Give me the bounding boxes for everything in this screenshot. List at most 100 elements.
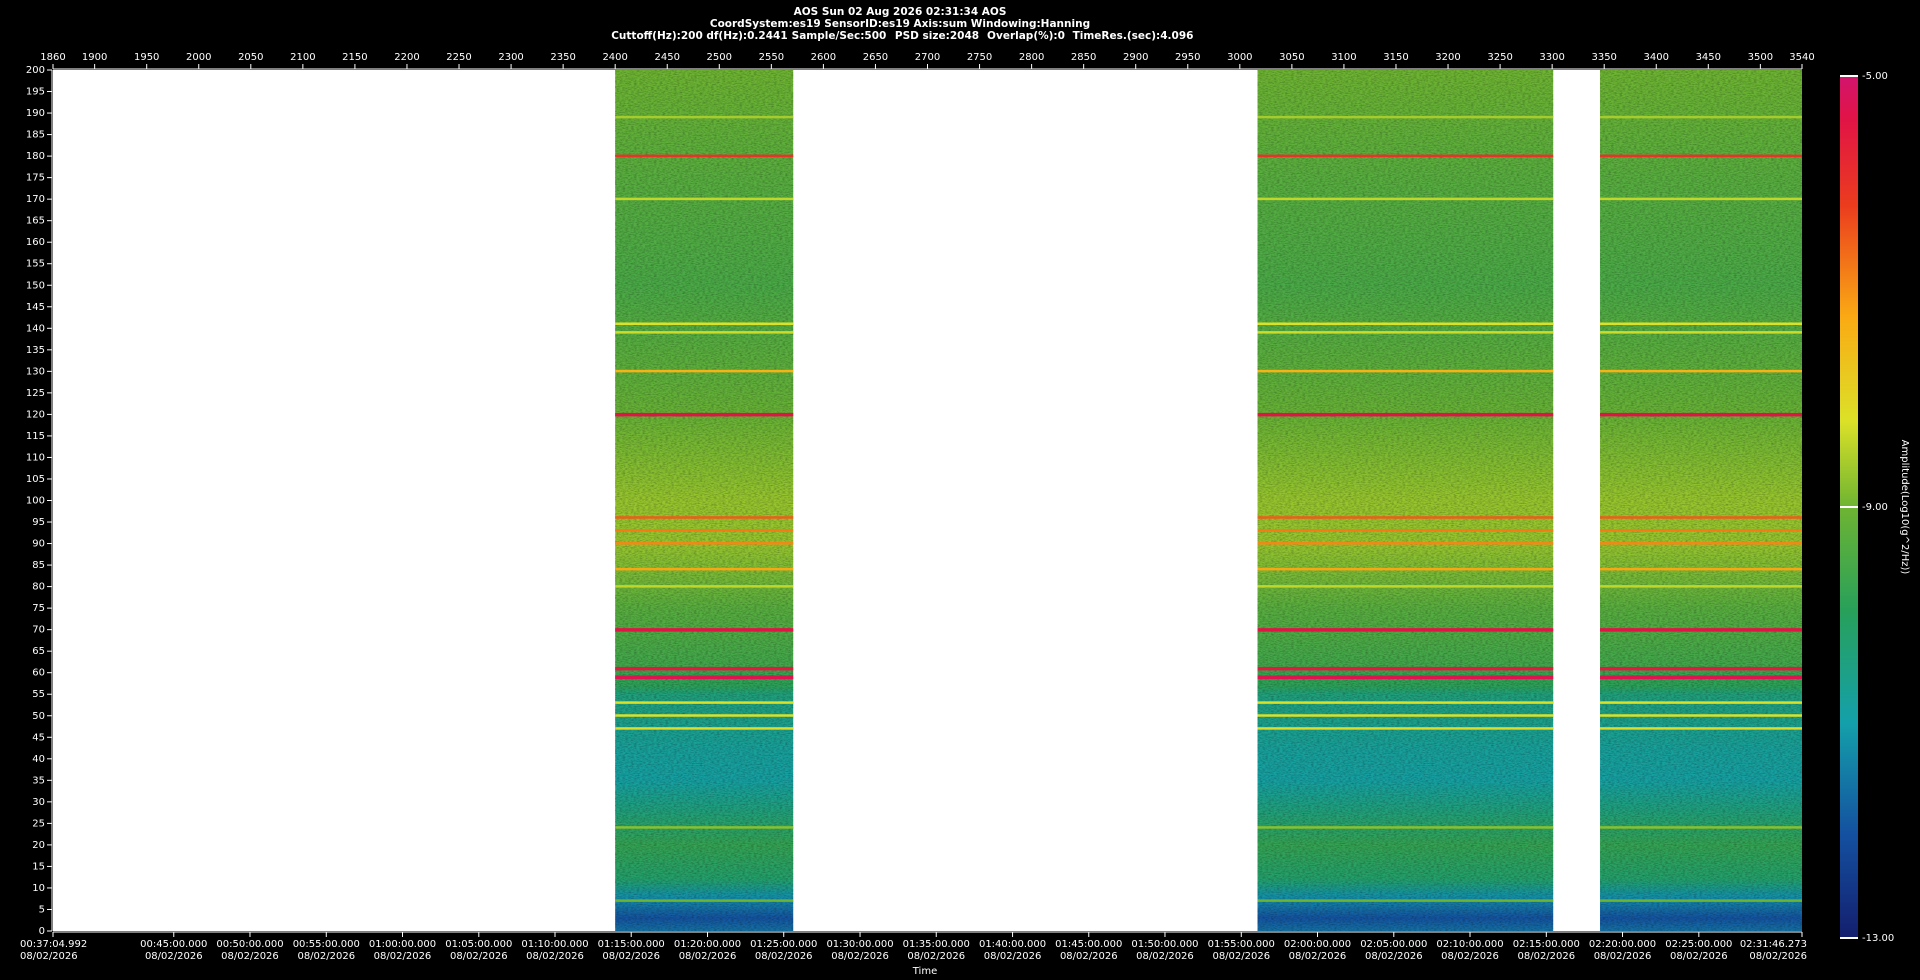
y-tick-label: 20	[32, 840, 45, 851]
tonal-line	[1257, 585, 1554, 588]
x-tick-label: 2500	[707, 52, 732, 63]
time-tick-label: 01:20:00.000	[674, 939, 741, 950]
x-tick-label: 3050	[1279, 52, 1304, 63]
y-tick-label: 95	[32, 517, 45, 528]
chart-title: AOS Sun 02 Aug 2026 02:31:34 AOS	[794, 6, 1007, 18]
time-tick-label: 02:10:00.000	[1436, 939, 1503, 950]
time-tick-date: 08/02/2026	[1517, 951, 1575, 962]
time-tick-label: 01:35:00.000	[903, 939, 970, 950]
y-tick-label: 70	[32, 625, 45, 636]
time-tick-date: 08/02/2026	[1060, 951, 1118, 962]
tonal-line	[1600, 675, 1802, 680]
x-axis-label: Time	[912, 966, 937, 977]
tonal-line	[615, 331, 794, 334]
time-tick-label: 00:50:00.000	[216, 939, 283, 950]
time-tick-date: 08/02/2026	[1365, 951, 1423, 962]
x-tick-label: 1860	[40, 52, 65, 63]
y-tick-label: 5	[39, 904, 45, 915]
time-tick-date: 08/02/2026	[907, 951, 965, 962]
y-tick-label: 0	[39, 926, 45, 937]
tonal-line	[1257, 826, 1554, 829]
y-tick-label: 15	[32, 861, 45, 872]
x-tick-label: 3540	[1789, 52, 1814, 63]
x-tick-label: 2250	[446, 52, 471, 63]
x-tick-label: 3400	[1644, 52, 1669, 63]
time-tick-label: 01:55:00.000	[1208, 939, 1275, 950]
info-text: TimeRes.(sec):4.096	[1073, 30, 1194, 42]
tonal-line	[1600, 516, 1802, 519]
tonal-line	[615, 542, 794, 545]
y-tick-label: 115	[26, 431, 45, 442]
time-tick-date: 08/02/2026	[1749, 951, 1807, 962]
time-tick-label: 02:05:00.000	[1360, 939, 1427, 950]
y-tick-label: 90	[32, 539, 45, 550]
y-tick-label: 150	[26, 280, 45, 291]
y-tick-label: 80	[32, 582, 45, 593]
tonal-line	[1257, 322, 1554, 325]
info-text: Overlap(%):0	[987, 30, 1065, 42]
x-tick-label: 2850	[1071, 52, 1096, 63]
tonal-line	[1257, 516, 1554, 519]
y-tick-label: 65	[32, 646, 45, 657]
time-tick-date: 08/02/2026	[450, 951, 508, 962]
time-tick-date: 08/02/2026	[1594, 951, 1652, 962]
y-tick-label: 135	[26, 345, 45, 356]
tonal-line	[1257, 899, 1554, 902]
time-tick-date: 08/02/2026	[374, 951, 432, 962]
tonal-line	[1600, 666, 1802, 671]
tonal-line	[615, 666, 794, 671]
tonal-line	[1257, 529, 1554, 532]
tonal-line	[1257, 701, 1554, 704]
x-tick-label: 1950	[134, 52, 159, 63]
time-tick-label: 01:05:00.000	[445, 939, 512, 950]
y-tick-label: 45	[32, 732, 45, 743]
x-tick-label: 2550	[759, 52, 784, 63]
colorbar-label: Amplitude(Log10(g^2/Hz))	[1899, 440, 1910, 575]
time-tick-date: 08/02/2026	[1289, 951, 1347, 962]
colorbar-tick-label: -9.00	[1862, 502, 1888, 513]
tonal-line	[615, 322, 794, 325]
x-tick-label: 2350	[550, 52, 575, 63]
time-tick-label: 01:10:00.000	[521, 939, 588, 950]
time-tick-label: 01:00:00.000	[369, 939, 436, 950]
y-tick-label: 195	[26, 87, 45, 98]
x-tick-label: 2150	[342, 52, 367, 63]
spectrogram-texture	[1600, 70, 1802, 931]
y-tick-label: 190	[26, 108, 45, 119]
tonal-line	[615, 516, 794, 519]
tonal-line	[1257, 154, 1554, 158]
info-text: df(Hz):0.2441	[706, 30, 787, 42]
tonal-line	[615, 369, 794, 373]
x-tick-label: 2100	[290, 52, 315, 63]
x-tick-label: 2300	[498, 52, 523, 63]
x-tick-label: 3500	[1748, 52, 1773, 63]
y-tick-label: 200	[26, 65, 45, 76]
y-tick-label: 170	[26, 194, 45, 205]
time-tick-date: 08/02/2026	[1441, 951, 1499, 962]
time-tick-label: 01:50:00.000	[1131, 939, 1198, 950]
y-tick-label: 35	[32, 775, 45, 786]
time-tick-date: 08/02/2026	[297, 951, 355, 962]
time-tick-label: 01:30:00.000	[826, 939, 893, 950]
tonal-line	[1600, 585, 1802, 588]
time-tick-label: 02:25:00.000	[1665, 939, 1732, 950]
y-tick-label: 40	[32, 754, 45, 765]
x-tick-label: 3350	[1591, 52, 1616, 63]
tonal-line	[615, 585, 794, 588]
tonal-line	[1600, 701, 1802, 704]
time-tick-label: 01:15:00.000	[598, 939, 665, 950]
chart-subtitle: CoordSystem:es19 SensorID:es19 Axis:sum …	[710, 18, 1090, 30]
colorbar-tick-label: -13.00	[1862, 933, 1894, 944]
time-tick-date: 08/02/2026	[221, 951, 279, 962]
x-tick-label: 1900	[82, 52, 107, 63]
x-tick-label: 2750	[967, 52, 992, 63]
time-tick-label: 01:25:00.000	[750, 939, 817, 950]
x-tick-label: 3150	[1383, 52, 1408, 63]
tonal-line	[615, 714, 794, 717]
x-tick-label: 2650	[863, 52, 888, 63]
tonal-line	[615, 701, 794, 704]
time-tick-label: 02:31:46.273	[1740, 939, 1807, 950]
tonal-line	[615, 115, 794, 119]
x-tick-label: 2400	[602, 52, 627, 63]
